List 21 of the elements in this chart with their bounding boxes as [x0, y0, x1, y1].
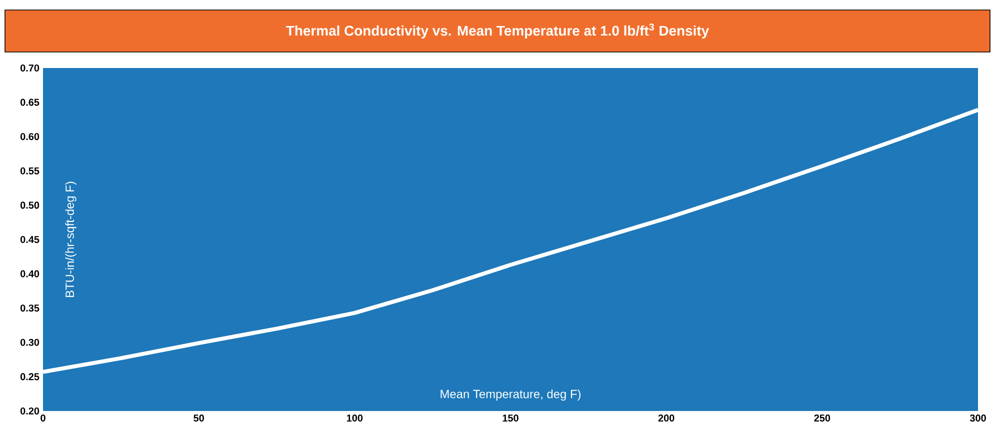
y-tick-label: 0.60 — [20, 133, 40, 140]
x-tick-label: 150 — [502, 414, 518, 422]
x-axis-title: Mean Temperature, deg F) — [440, 389, 580, 401]
y-axis-title: BTU-in/(hr-sqft-deg F) — [65, 182, 76, 297]
y-tick-label: 0.25 — [20, 373, 40, 380]
y-tick-label: 0.20 — [20, 407, 40, 415]
x-tick-label: 250 — [814, 414, 830, 422]
y-tick-label: 0.45 — [20, 236, 40, 244]
y-tick-label: 0.40 — [20, 270, 40, 278]
x-tick-label: 0 — [40, 414, 46, 422]
x-tick-label: 300 — [970, 414, 986, 422]
x-tick-label: 200 — [658, 414, 674, 422]
x-tick-label: 100 — [346, 414, 363, 422]
y-tick-label: 0.35 — [20, 304, 40, 312]
y-tick-label: 0.70 — [20, 64, 40, 72]
y-tick-label: 0.65 — [20, 98, 40, 106]
y-tick-label: 0.30 — [20, 338, 40, 346]
x-tick-label: 50 — [194, 414, 204, 422]
chart-title: Thermal Conductivity vs. Mean Temperature at 1.0 lb/ft$^{3}$ Density — [286, 24, 710, 38]
y-tick-label: 0.55 — [20, 167, 40, 174]
y-tick-label: 0.50 — [20, 202, 40, 209]
